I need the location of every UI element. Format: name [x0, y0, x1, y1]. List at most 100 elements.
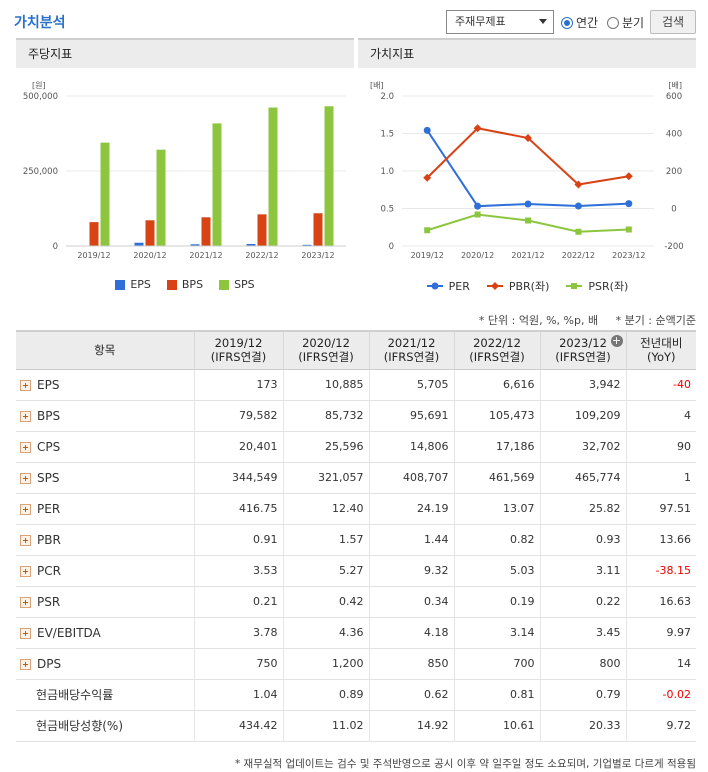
- search-button[interactable]: 검색: [650, 10, 696, 34]
- expand-icon[interactable]: [20, 503, 31, 515]
- point-psr[interactable]: [424, 227, 431, 234]
- expand-icon[interactable]: [20, 534, 31, 546]
- row-label-text: PBR: [37, 532, 61, 547]
- point-pbr[interactable]: [624, 172, 633, 181]
- y-tick-label-left: 0: [389, 242, 394, 252]
- value-cell: 461,569: [454, 462, 541, 494]
- value-cell: 109,209: [540, 400, 627, 432]
- x-tick-label: 2022/12: [245, 251, 278, 260]
- bar-eps[interactable]: [302, 244, 312, 246]
- point-psr[interactable]: [474, 211, 481, 218]
- legend-item[interactable]: PBR(좌): [486, 278, 549, 294]
- point-psr[interactable]: [525, 217, 531, 224]
- bar-sps[interactable]: [212, 123, 222, 246]
- yoy-cell: 16.63: [626, 586, 696, 618]
- value-cell: 6,616: [454, 369, 541, 401]
- bar-bps[interactable]: [257, 214, 267, 246]
- row-label[interactable]: PER: [16, 493, 195, 525]
- point-per[interactable]: [474, 202, 482, 210]
- point-pbr[interactable]: [473, 124, 482, 133]
- value-cell: 850: [369, 648, 455, 680]
- row-label[interactable]: EPS: [16, 369, 195, 401]
- column-header: 2023/12 (IFRS연결) +: [540, 330, 627, 370]
- table-row: CPS 20,401 25,596 14,806 17,186 32,702 90: [16, 431, 696, 463]
- bar-sps[interactable]: [156, 149, 166, 246]
- column-header: 2022/12 (IFRS연결): [454, 330, 541, 370]
- expand-icon[interactable]: [20, 441, 31, 453]
- bar-bps[interactable]: [89, 222, 99, 246]
- x-tick-label: 2019/12: [77, 251, 110, 260]
- expand-icon[interactable]: [20, 472, 31, 484]
- bar-eps[interactable]: [134, 242, 144, 246]
- column-header: 항목: [16, 330, 195, 370]
- row-label[interactable]: PCR: [16, 555, 195, 587]
- point-pbr[interactable]: [574, 180, 583, 189]
- add-column-icon[interactable]: +: [610, 334, 623, 347]
- value-cell: 321,057: [283, 462, 370, 494]
- column-header-line1: 2019/12: [214, 336, 263, 351]
- bar-sps[interactable]: [100, 142, 110, 246]
- expand-icon[interactable]: [20, 658, 31, 670]
- point-per[interactable]: [625, 200, 633, 208]
- bar-eps[interactable]: [246, 244, 256, 246]
- value-cell: 1.04: [194, 679, 284, 711]
- bar-bps[interactable]: [145, 220, 155, 246]
- legend-item[interactable]: PER: [426, 278, 470, 294]
- point-psr[interactable]: [575, 228, 582, 235]
- row-label[interactable]: PSR: [16, 586, 195, 618]
- column-header: 2021/12 (IFRS연결): [369, 330, 455, 370]
- legend-item[interactable]: EPS: [115, 278, 151, 291]
- row-label[interactable]: EV/EBITDA: [16, 617, 195, 649]
- value-cell: 4.36: [283, 617, 370, 649]
- value-cell: 5.27: [283, 555, 370, 587]
- table-row: EV/EBITDA 3.78 4.36 4.18 3.14 3.45 9.97: [16, 617, 696, 649]
- row-label[interactable]: PBR: [16, 524, 195, 556]
- radio-quarter[interactable]: 분기: [607, 14, 644, 31]
- expand-icon[interactable]: [20, 627, 31, 639]
- value-cell: 5,705: [369, 369, 455, 401]
- table-row: 현금배당성향(%) 434.42 11.02 14.92 10.61 20.33 9.72: [16, 710, 696, 742]
- bar-sps[interactable]: [268, 107, 278, 246]
- legend-item[interactable]: PSR(좌): [565, 278, 628, 294]
- bar-eps[interactable]: [190, 244, 200, 246]
- row-label[interactable]: DPS: [16, 648, 195, 680]
- point-per[interactable]: [524, 200, 532, 208]
- legend-item[interactable]: SPS: [219, 278, 255, 291]
- radio-annual[interactable]: 연간: [561, 14, 598, 31]
- row-label[interactable]: SPS: [16, 462, 195, 494]
- point-pbr[interactable]: [423, 173, 432, 182]
- expand-icon[interactable]: [20, 565, 31, 577]
- bar-sps[interactable]: [324, 106, 334, 247]
- yoy-cell: 90: [626, 431, 696, 463]
- y-tick-label-right: 0: [671, 205, 676, 215]
- point-per[interactable]: [574, 202, 582, 210]
- report-type-value: 주재무제표: [455, 15, 506, 28]
- report-type-select[interactable]: 주재무제표: [446, 10, 554, 34]
- value-cell: 1.57: [283, 524, 370, 556]
- point-pbr[interactable]: [524, 134, 532, 142]
- point-per[interactable]: [423, 126, 431, 134]
- value-cell: 25.82: [540, 493, 627, 525]
- valuation-chart-panel: 가치지표 [배] [배] 0 0.5 1.0 1.5 2.0 -200 0 200 400 600 20…: [358, 38, 696, 298]
- legend-item[interactable]: BPS: [166, 278, 204, 291]
- table-row: 현금배당수익률 1.04 0.89 0.62 0.81 0.79 -0.02: [16, 679, 696, 711]
- table-row: EPS 173 10,885 5,705 6,616 3,942 -40: [16, 369, 696, 401]
- row-label[interactable]: BPS: [16, 400, 195, 432]
- chevron-down-icon: [539, 19, 547, 24]
- bar-bps[interactable]: [313, 213, 323, 246]
- expand-icon[interactable]: [20, 379, 31, 391]
- y-tick-label-right: 200: [666, 167, 682, 177]
- expand-icon[interactable]: [20, 410, 31, 422]
- bar-bps[interactable]: [201, 217, 211, 246]
- y-tick-label-right: 400: [666, 130, 682, 140]
- per-share-legend: EPS BPS SPS: [16, 278, 354, 291]
- expand-icon[interactable]: [20, 596, 31, 608]
- legend-label: BPS: [181, 278, 204, 291]
- point-psr[interactable]: [625, 226, 632, 233]
- row-label[interactable]: CPS: [16, 431, 195, 463]
- quarter-note: * 분기 : 순액기준: [615, 314, 696, 327]
- value-cell: 10,885: [283, 369, 370, 401]
- column-header-line1: 항목: [94, 343, 116, 358]
- per-share-chart-title: 주당지표: [16, 38, 354, 68]
- footnote: * 재무실적 업데이트는 검수 및 주석반영으로 공시 이후 약 일주일 정도 …: [234, 758, 696, 770]
